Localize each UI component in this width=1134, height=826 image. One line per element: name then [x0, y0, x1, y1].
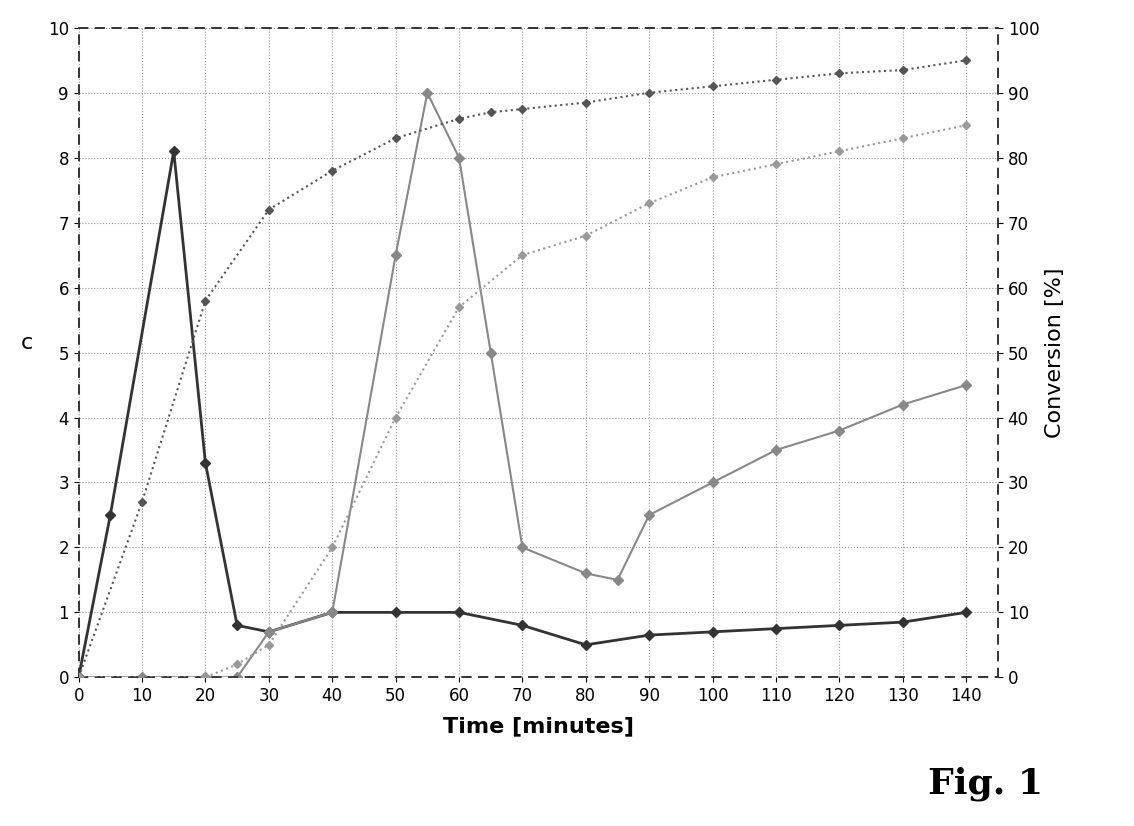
Y-axis label: Conversion [%]: Conversion [%]: [1044, 268, 1065, 438]
Y-axis label: c: c: [20, 333, 33, 353]
Text: Fig. 1: Fig. 1: [928, 767, 1043, 801]
X-axis label: Time [minutes]: Time [minutes]: [442, 716, 634, 736]
